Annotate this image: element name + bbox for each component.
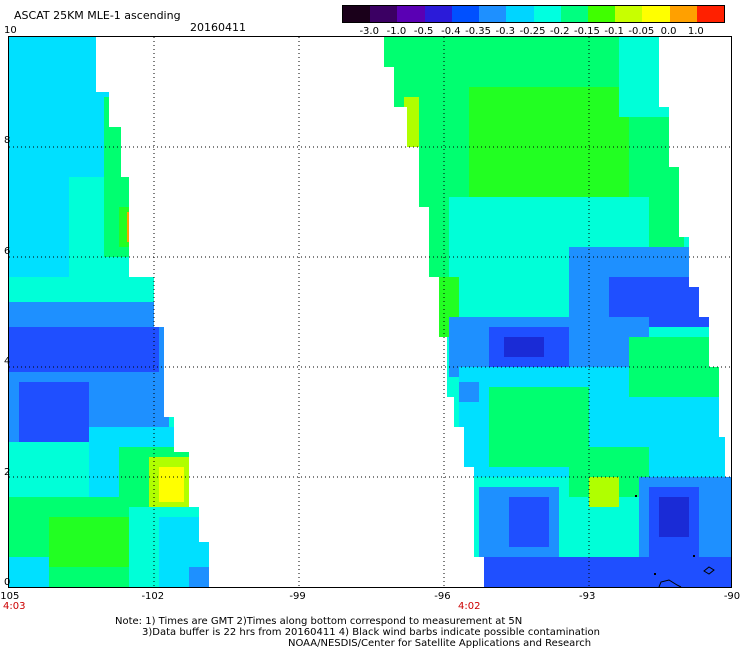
coastline	[635, 495, 715, 587]
x-tick-label: -105	[0, 591, 20, 602]
island-dot	[693, 555, 695, 557]
y-tick-label: 6	[4, 245, 11, 257]
colorbar-label: -0.25	[519, 26, 546, 37]
colorbar-label: -0.1	[604, 26, 624, 37]
map-plot-area	[8, 36, 732, 588]
colorbar-swatch	[343, 6, 371, 22]
colorbar-swatch	[615, 6, 643, 22]
pass-time-right: 4:02	[458, 601, 481, 612]
colorbar-swatch	[560, 6, 588, 22]
note-line-2: 3)Data buffer is 22 hrs from 20160411 4)…	[142, 627, 600, 638]
colorbar-label: -0.4	[441, 26, 461, 37]
island-outline	[703, 566, 715, 575]
x-tick-label: -93	[579, 591, 596, 602]
colorbar-swatch	[479, 6, 507, 22]
colorbar-swatch	[397, 6, 425, 22]
chart-date: 20160411	[190, 21, 246, 34]
island-dot	[635, 495, 637, 497]
colorbar-label: -0.3	[495, 26, 516, 37]
chart-title: ASCAT 25KM MLE-1 ascending	[14, 9, 181, 22]
colorbar-swatch	[533, 6, 561, 22]
wind-speed-map	[9, 37, 731, 587]
colorbar-swatch	[587, 6, 616, 22]
note-line-1: Note: 1) Times are GMT 2)Times along bot…	[115, 616, 523, 627]
y-tick-label: 4	[4, 356, 11, 368]
colorbar-swatch	[451, 6, 480, 22]
x-tick-label: -96	[434, 591, 451, 602]
island-dot	[654, 573, 656, 575]
y-tick-label: 0	[4, 577, 11, 588]
colorbar-swatch	[642, 6, 670, 22]
x-tick-label: -90	[723, 591, 740, 602]
colorbar-swatch	[424, 6, 452, 22]
y-tick-label: 2	[4, 466, 11, 478]
colorbar-label: 1.0	[687, 26, 704, 37]
colorbar-swatch	[696, 6, 725, 22]
colorbar-swatch	[506, 6, 534, 22]
pass-time-left: 4:03	[3, 601, 26, 612]
colorbar-label: -0.5	[413, 26, 434, 37]
colorbar-label: -1.0	[386, 26, 407, 37]
y-tick-label: 8	[4, 135, 11, 147]
coastline-segment	[658, 579, 682, 587]
grid-lines	[9, 37, 731, 587]
colorbar-swatch	[669, 6, 697, 22]
colorbar-label: -0.35	[465, 26, 491, 37]
colorbar-label: -0.05	[628, 26, 655, 37]
swath-left	[9, 37, 209, 587]
colorbar-swatch	[370, 6, 398, 22]
x-tick-label: -99	[289, 591, 306, 602]
colorbar-label: 0.0	[660, 26, 677, 37]
colorbar	[342, 5, 725, 23]
note-line-3: NOAA/NESDIS/Center for Satellite Applica…	[288, 638, 592, 649]
x-tick-label: -102	[141, 591, 165, 602]
colorbar-label: -0.2	[549, 26, 570, 37]
y-tick-label: 10	[4, 25, 17, 36]
colorbar-label: -0.15	[573, 26, 600, 37]
colorbar-label: -3.0	[359, 26, 379, 37]
